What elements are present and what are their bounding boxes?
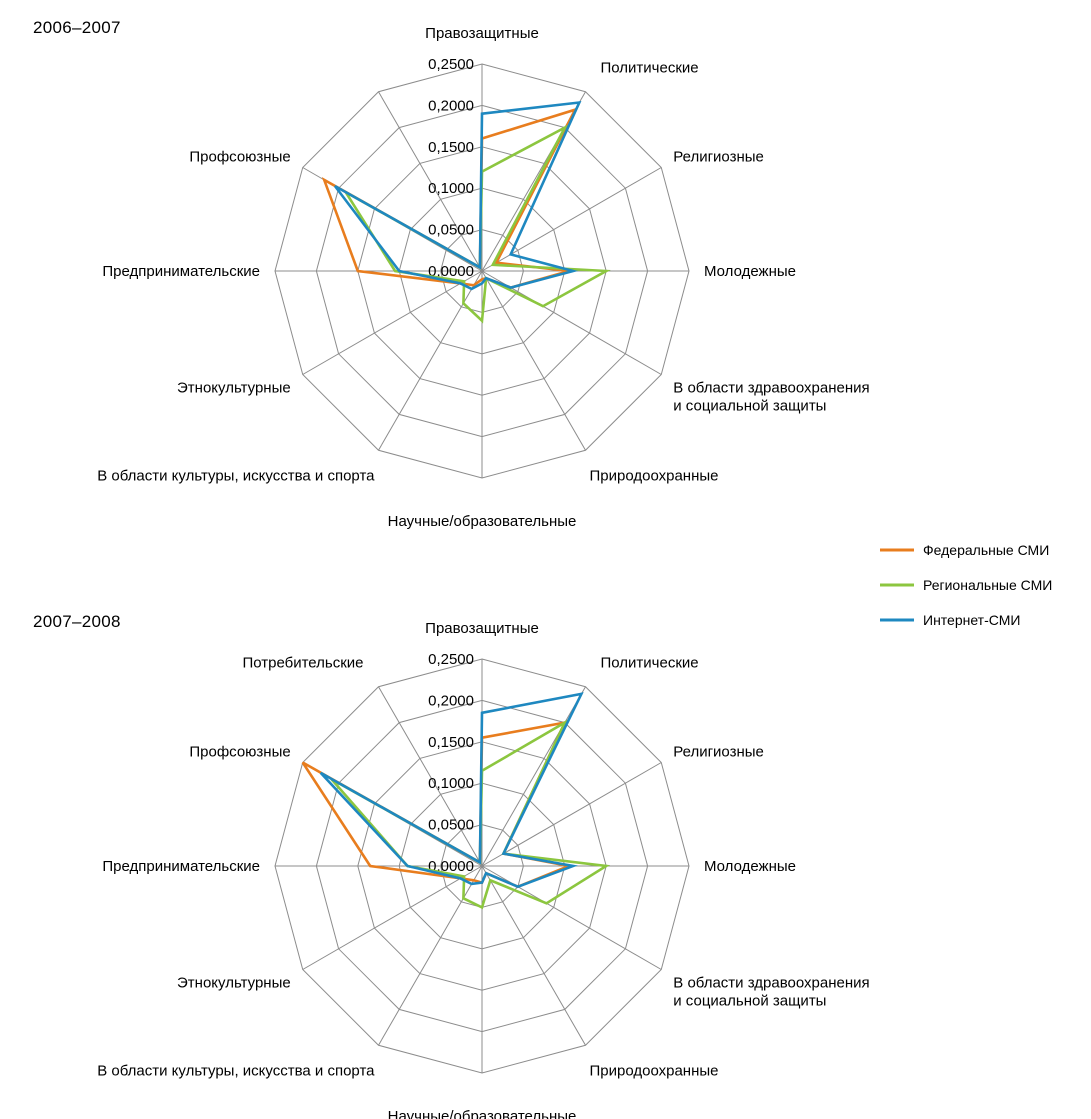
radar-spoke-8 [303,271,482,375]
legend-label-federal: Федеральные СМИ [923,542,1049,558]
category-label-2: Религиозные [673,744,764,761]
tick-label-2: 0,1000 [428,775,474,792]
category-label-4: В области здравоохранения и социальной за… [673,975,869,1010]
category-label-10: Профсоюзные [189,744,290,761]
category-label-0: Правозащитные [425,620,539,637]
tick-label-4: 0,2000 [428,692,474,709]
category-label-10: Профсоюзные [189,149,290,166]
tick-label-5: 0,2500 [428,651,474,668]
category-label-9: Предпринимательские [102,858,260,875]
legend-label-regional: Региональные СМИ [923,577,1052,593]
tick-label-1: 0,0500 [428,222,474,239]
category-label-5: Природоохранные [590,1062,719,1079]
category-label-4: В области здравоохранения и социальной за… [673,380,869,415]
chart-title-2007-2008: 2007–2008 [33,612,121,631]
radar-spoke-5 [482,866,586,1045]
category-label-1: Политические [601,655,699,672]
series-line-regional [346,128,606,321]
radar-chart-2007-2008: 0,00000,05000,10000,15000,20000,2500Прав… [97,620,869,1119]
radar-spoke-1 [482,687,586,866]
category-label-6: Научные/образовательные [388,1108,577,1119]
legend-label-internet: Интернет-СМИ [923,612,1020,628]
category-label-8: Этнокультурные [177,975,291,992]
category-label-9: Предпринимательские [102,263,260,280]
radar-spoke-2 [482,168,661,272]
category-label-2: Религиозные [673,149,764,166]
tick-label-1: 0,0500 [428,817,474,834]
tick-label-3: 0,1500 [428,734,474,751]
category-label-1: Политические [601,60,699,77]
chart-title-2006-2007: 2006–2007 [33,18,121,37]
radar-spoke-5 [482,271,586,450]
category-label-6: Научные/образовательные [388,513,577,530]
radar-spoke-7 [379,271,483,450]
category-label-8: Этнокультурные [177,380,291,397]
category-label-7: В области культуры, искусства и спорта [97,1062,375,1079]
category-label-5: Природоохранные [590,467,719,484]
tick-label-5: 0,2500 [428,56,474,73]
category-label-7: В области культуры, искусства и спорта [97,467,375,484]
category-label-3: Молодежные [704,858,796,875]
tick-label-2: 0,1000 [428,180,474,197]
radar-chart-2006-2007: 0,00000,05000,10000,15000,20000,2500Прав… [97,25,869,530]
radar-spoke-2 [482,763,661,867]
radar-spoke-7 [379,866,483,1045]
tick-label-4: 0,2000 [428,97,474,114]
tick-label-3: 0,1500 [428,139,474,156]
category-label-3: Молодежные [704,263,796,280]
category-label-11: Потребительские [242,655,363,672]
legend: Федеральные СМИ Региональные СМИ Интерне… [880,542,1052,628]
category-label-0: Правозащитные [425,25,539,42]
radar-spoke-8 [303,866,482,970]
